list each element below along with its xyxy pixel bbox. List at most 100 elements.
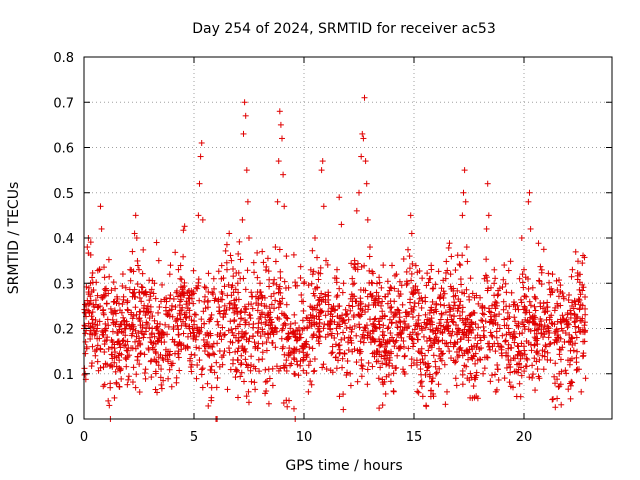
data-point [238, 315, 245, 322]
data-point [519, 330, 526, 337]
data-point [138, 283, 145, 290]
data-point [187, 330, 194, 337]
data-point [239, 343, 246, 350]
data-point [229, 329, 236, 336]
data-point [387, 378, 394, 385]
data-point [146, 324, 153, 331]
data-point [437, 322, 444, 329]
data-point [184, 289, 191, 296]
data-point [294, 282, 301, 289]
data-point [398, 334, 405, 341]
data-point [307, 266, 314, 273]
data-point [373, 358, 380, 365]
data-point [189, 325, 196, 332]
data-point [525, 326, 532, 333]
data-point [430, 393, 437, 400]
data-point [369, 327, 376, 334]
data-point [85, 301, 92, 308]
data-point [349, 303, 356, 310]
data-point [427, 387, 434, 394]
data-point [581, 254, 588, 261]
data-point [96, 266, 103, 273]
data-point [110, 319, 117, 326]
data-point [396, 278, 403, 285]
data-point [428, 262, 435, 269]
data-point [259, 349, 266, 356]
data-point [345, 316, 352, 323]
data-point [488, 332, 495, 339]
data-point [276, 315, 283, 322]
data-point [544, 323, 551, 330]
data-point [348, 260, 355, 267]
data-point [471, 374, 478, 381]
data-point [423, 367, 430, 374]
data-point [238, 369, 245, 376]
data-point [151, 317, 158, 324]
data-point [311, 355, 318, 362]
data-point [333, 293, 340, 300]
data-point [432, 363, 439, 370]
data-point [279, 295, 286, 302]
data-point [198, 139, 205, 146]
data-point [97, 346, 104, 353]
y-tick-label: 0.4 [53, 232, 74, 247]
data-point [382, 390, 389, 397]
data-point [130, 326, 137, 333]
data-point [347, 370, 354, 377]
data-point [205, 402, 212, 409]
data-point [120, 337, 127, 344]
data-point [333, 275, 340, 282]
data-point [481, 304, 488, 311]
data-point [499, 284, 506, 291]
data-point [357, 306, 364, 313]
data-point [334, 330, 341, 337]
data-point [471, 294, 478, 301]
data-point [244, 364, 251, 371]
data-point [437, 292, 444, 299]
data-point [476, 346, 483, 353]
data-point [200, 336, 207, 343]
data-point [523, 307, 530, 314]
data-point [336, 350, 343, 357]
data-point [409, 260, 416, 267]
data-point [322, 334, 329, 341]
data-point [273, 363, 280, 370]
data-point [277, 274, 284, 281]
data-point [277, 121, 284, 128]
data-point [477, 337, 484, 344]
data-point [576, 271, 583, 278]
data-point [128, 267, 135, 274]
data-point [89, 309, 96, 316]
data-point [298, 291, 305, 298]
data-point [299, 343, 306, 350]
data-point [409, 336, 416, 343]
data-point [435, 381, 442, 388]
data-point [109, 363, 116, 370]
data-point [568, 273, 575, 280]
data-point [226, 349, 233, 356]
data-point [555, 383, 562, 390]
data-point [380, 262, 387, 269]
data-point [220, 352, 227, 359]
data-point [491, 317, 498, 324]
data-point [202, 284, 209, 291]
data-point [506, 379, 513, 386]
y-axis-label: SRMTID / TECUs [6, 182, 22, 295]
data-point [529, 284, 536, 291]
y-tick-label: 0.6 [53, 142, 74, 157]
data-point [262, 366, 269, 373]
data-point [450, 287, 457, 294]
data-point [546, 279, 553, 286]
data-point [509, 333, 516, 340]
data-point [353, 207, 360, 214]
data-point [574, 348, 581, 355]
data-point [259, 356, 266, 363]
data-point [153, 350, 160, 357]
data-point [214, 318, 221, 325]
data-point [578, 317, 585, 324]
data-point [556, 351, 563, 358]
data-point [147, 338, 154, 345]
data-point [227, 300, 234, 307]
data-point [454, 326, 461, 333]
data-point [525, 285, 532, 292]
